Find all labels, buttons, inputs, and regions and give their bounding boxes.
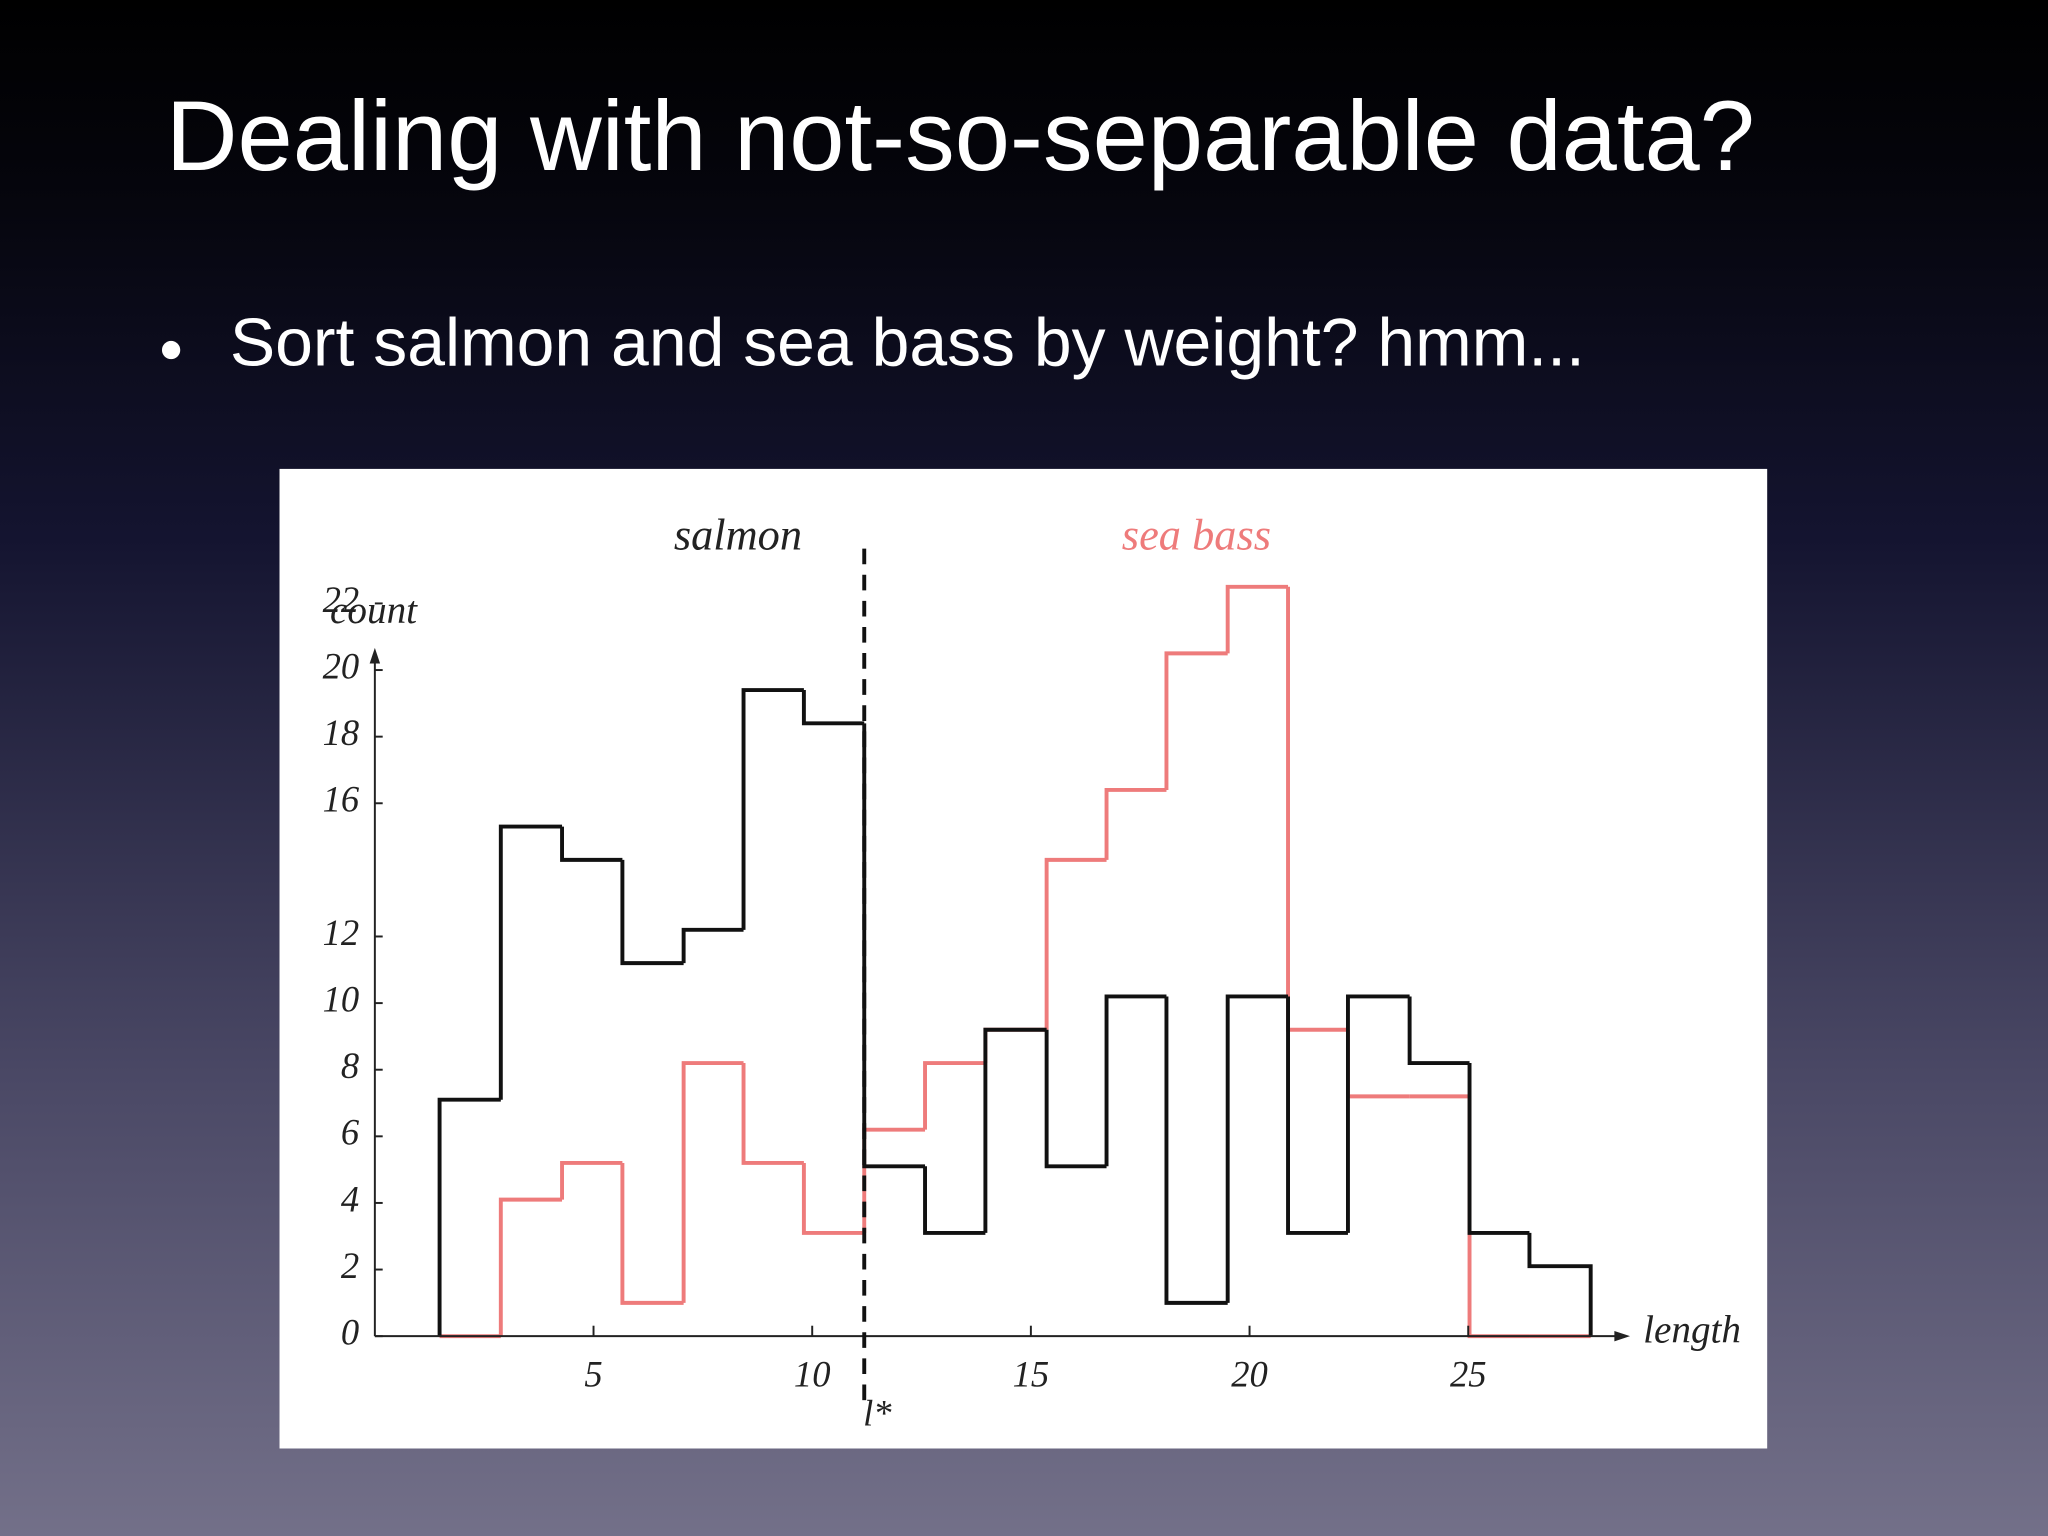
x-tick-label: 25: [1450, 1353, 1487, 1394]
y-axis-label: count: [330, 589, 418, 632]
x-tick-label: 10: [794, 1353, 831, 1394]
x-tick-label: 15: [1013, 1353, 1050, 1394]
histogram-bin: [801, 690, 865, 726]
histogram-bin: [498, 824, 563, 1100]
x-axis-arrow: [1614, 1330, 1631, 1342]
y-tick-label: 18: [323, 712, 360, 753]
x-tick-label: 20: [1231, 1353, 1268, 1394]
histogram-bin: [1407, 996, 1470, 1066]
histogram-bin: [1345, 994, 1410, 1233]
histogram-bin: [1104, 787, 1167, 860]
histogram-bin: [620, 1162, 684, 1305]
histogram-bin: [681, 1061, 744, 1303]
histogram-bin: [560, 826, 623, 862]
x-tick-label: 5: [584, 1353, 602, 1394]
histogram-bin: [741, 1063, 804, 1165]
histogram-bin: [1467, 1063, 1530, 1235]
histogram-bin: [1104, 994, 1167, 1167]
y-tick-label: 22: [323, 579, 360, 620]
y-tick-label: 0: [341, 1312, 359, 1353]
y-tick-label: 16: [323, 779, 360, 820]
y-tick-label: 20: [323, 645, 360, 686]
histogram-bin: [560, 1161, 623, 1200]
y-axis-arrow: [369, 647, 381, 664]
histogram-bin: [437, 1097, 501, 1337]
histogram-bin: [923, 1061, 986, 1130]
chart: 0 2 4 6 8 10 12 16 18 20 22 5 10 15 20 25 l* salmon sea ba…: [323, 510, 1741, 1434]
histogram-bin: [1044, 1029, 1107, 1169]
histogram-bin: [923, 1166, 986, 1235]
y-tick-label: 10: [323, 978, 360, 1019]
histogram-bin: [681, 927, 744, 964]
y-tick-label: 4: [341, 1178, 359, 1219]
slide-title: Dealing with not-so-separable data?: [166, 81, 1755, 192]
histogram-bin: [1225, 584, 1289, 654]
histogram-bin: [620, 859, 684, 966]
series-label: salmon: [674, 510, 802, 560]
series-label: sea bass: [1122, 510, 1271, 560]
x-axis-label: length: [1643, 1309, 1741, 1352]
threshold-label: l*: [863, 1393, 892, 1434]
histogram-bin: [1527, 1232, 1593, 1337]
y-tick-label: 8: [341, 1045, 359, 1086]
y-tick-label: 12: [323, 912, 360, 953]
y-tick-label: 6: [341, 1112, 360, 1153]
bullet-dot: [161, 340, 181, 360]
histogram-bin: [801, 1162, 865, 1235]
histogram-bin: [1164, 996, 1228, 1305]
histogram-bin: [498, 1197, 563, 1337]
histogram-bin: [1225, 994, 1289, 1303]
histogram-bin: [741, 688, 804, 930]
histogram-bin: [1286, 996, 1348, 1235]
y-tick-label: 2: [341, 1245, 359, 1286]
chart-panel: [279, 468, 1768, 1449]
histogram-bin: [1164, 651, 1228, 790]
histogram-bin: [1044, 857, 1107, 1030]
histogram-bin: [983, 1027, 1047, 1233]
bullet-text: Sort salmon and sea bass by weight? hmm.…: [230, 305, 1585, 380]
